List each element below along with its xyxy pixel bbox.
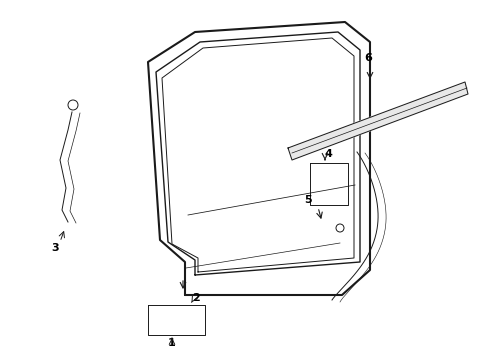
Text: 1: 1 (168, 338, 176, 348)
Polygon shape (288, 82, 468, 160)
Text: 3: 3 (51, 243, 59, 253)
Text: 4: 4 (324, 149, 332, 159)
Text: 2: 2 (192, 293, 200, 303)
Text: 5: 5 (304, 195, 312, 205)
Text: 6: 6 (364, 53, 372, 63)
